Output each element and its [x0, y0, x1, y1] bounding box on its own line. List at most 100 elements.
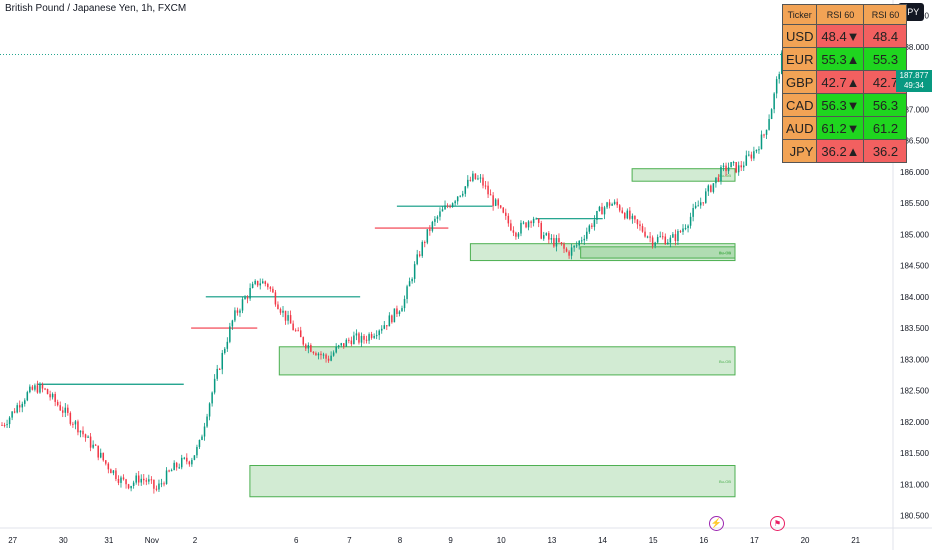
candle-body — [411, 278, 413, 282]
candle-body — [92, 444, 94, 448]
candle-body — [641, 226, 644, 232]
candle-body — [735, 162, 737, 173]
candle-body — [89, 436, 92, 448]
candle-body — [170, 470, 173, 472]
x-tick-label: Nov — [145, 536, 159, 545]
candle-body — [353, 335, 355, 345]
candle-body — [517, 233, 520, 237]
y-tick-label: 184.500 — [900, 262, 929, 271]
candle-body — [380, 328, 383, 331]
candle-body — [499, 205, 502, 208]
rsi-value-2: 36.2 — [863, 139, 908, 163]
candle-body — [254, 280, 256, 284]
x-tick-label: 2 — [193, 536, 198, 545]
candle-body — [408, 281, 411, 287]
candle-body — [315, 353, 317, 356]
candle-body — [682, 228, 684, 232]
flag-icon[interactable]: ⚑ — [770, 516, 785, 531]
candle-body — [348, 339, 350, 341]
candle-body — [36, 385, 39, 393]
candle-body — [515, 232, 517, 237]
candle-body — [477, 178, 479, 180]
candle-body — [659, 236, 661, 238]
candle-body — [436, 216, 439, 219]
candle-body — [368, 334, 370, 341]
candle-body — [206, 416, 208, 427]
candle-body — [158, 483, 160, 490]
order-block-zone — [580, 246, 736, 259]
candle-body — [656, 237, 659, 243]
candle-body — [631, 215, 634, 219]
candle-body — [618, 205, 621, 211]
candle-body — [325, 354, 327, 359]
candle-body — [624, 213, 626, 219]
candle-body — [403, 298, 406, 309]
candle-body — [507, 215, 510, 224]
candle-body — [431, 221, 434, 231]
candle-body — [388, 315, 391, 327]
candle-body — [651, 237, 654, 246]
candle-body — [34, 385, 36, 390]
rsi-row-gbp: GBP 42.7▲ 42.7 — [781, 70, 908, 94]
candle-body — [198, 439, 201, 447]
candle-body — [596, 210, 598, 220]
x-tick-label: 7 — [347, 536, 352, 545]
candle-body — [18, 405, 21, 408]
candle-body — [13, 411, 16, 413]
candle-body — [251, 283, 254, 289]
candle-body — [211, 392, 213, 404]
candle-body — [732, 162, 735, 164]
candle-body — [717, 177, 720, 182]
candle-body — [626, 210, 629, 219]
candle-body — [697, 205, 699, 207]
candle-body — [532, 218, 535, 224]
candle-body — [537, 218, 540, 223]
rsi-row-eur: EUR 55.3▲ 55.3 — [781, 47, 908, 71]
candle-body — [598, 206, 601, 211]
candle-body — [148, 479, 150, 482]
candle-body — [424, 242, 426, 244]
candle-body — [110, 469, 112, 474]
candle-body — [608, 202, 611, 206]
candle-body — [292, 323, 294, 331]
candle-body — [386, 325, 388, 327]
rsi-value-2: 55.3 — [863, 47, 908, 71]
candle-body — [46, 389, 49, 395]
rsi-header-rsi2: RSI 60 — [863, 4, 908, 25]
candle-body — [193, 455, 196, 460]
candle-body — [264, 281, 267, 284]
candle-body — [77, 421, 79, 433]
rsi-table: Ticker RSI 60 RSI 60 USD 48.4▼ 48.4 EUR 55.3… — [781, 4, 908, 163]
candle-body — [649, 236, 651, 238]
candle-body — [327, 358, 330, 361]
candle-body — [208, 403, 211, 417]
candle-body — [570, 247, 573, 256]
candle-body — [669, 237, 672, 243]
candle-body — [674, 234, 677, 242]
candle-body — [560, 242, 563, 245]
candle-body — [370, 334, 373, 338]
candle-body — [130, 485, 132, 489]
candle-body — [107, 463, 110, 470]
candle-body — [297, 330, 299, 332]
candle-body — [49, 394, 51, 398]
y-tick-label: 188.000 — [900, 43, 929, 52]
candle-body — [94, 444, 97, 446]
candle-body — [667, 242, 669, 245]
candle-body — [143, 478, 145, 481]
rsi-value-1: 61.2▼ — [816, 116, 865, 140]
zone-label: Bu-OB — [719, 250, 731, 255]
lightning-icon[interactable]: ⚡ — [709, 516, 724, 531]
rsi-value-1: 36.2▲ — [816, 139, 865, 163]
candle-body — [497, 199, 499, 206]
candle-body — [398, 311, 401, 314]
candle-body — [710, 185, 712, 192]
candle-body — [677, 231, 679, 242]
candle-body — [112, 470, 115, 474]
candle-body — [305, 344, 307, 349]
candle-body — [284, 310, 287, 321]
candle-body — [773, 93, 775, 110]
candle-body — [705, 191, 707, 203]
candle-body — [221, 352, 224, 370]
candle-body — [299, 330, 302, 338]
